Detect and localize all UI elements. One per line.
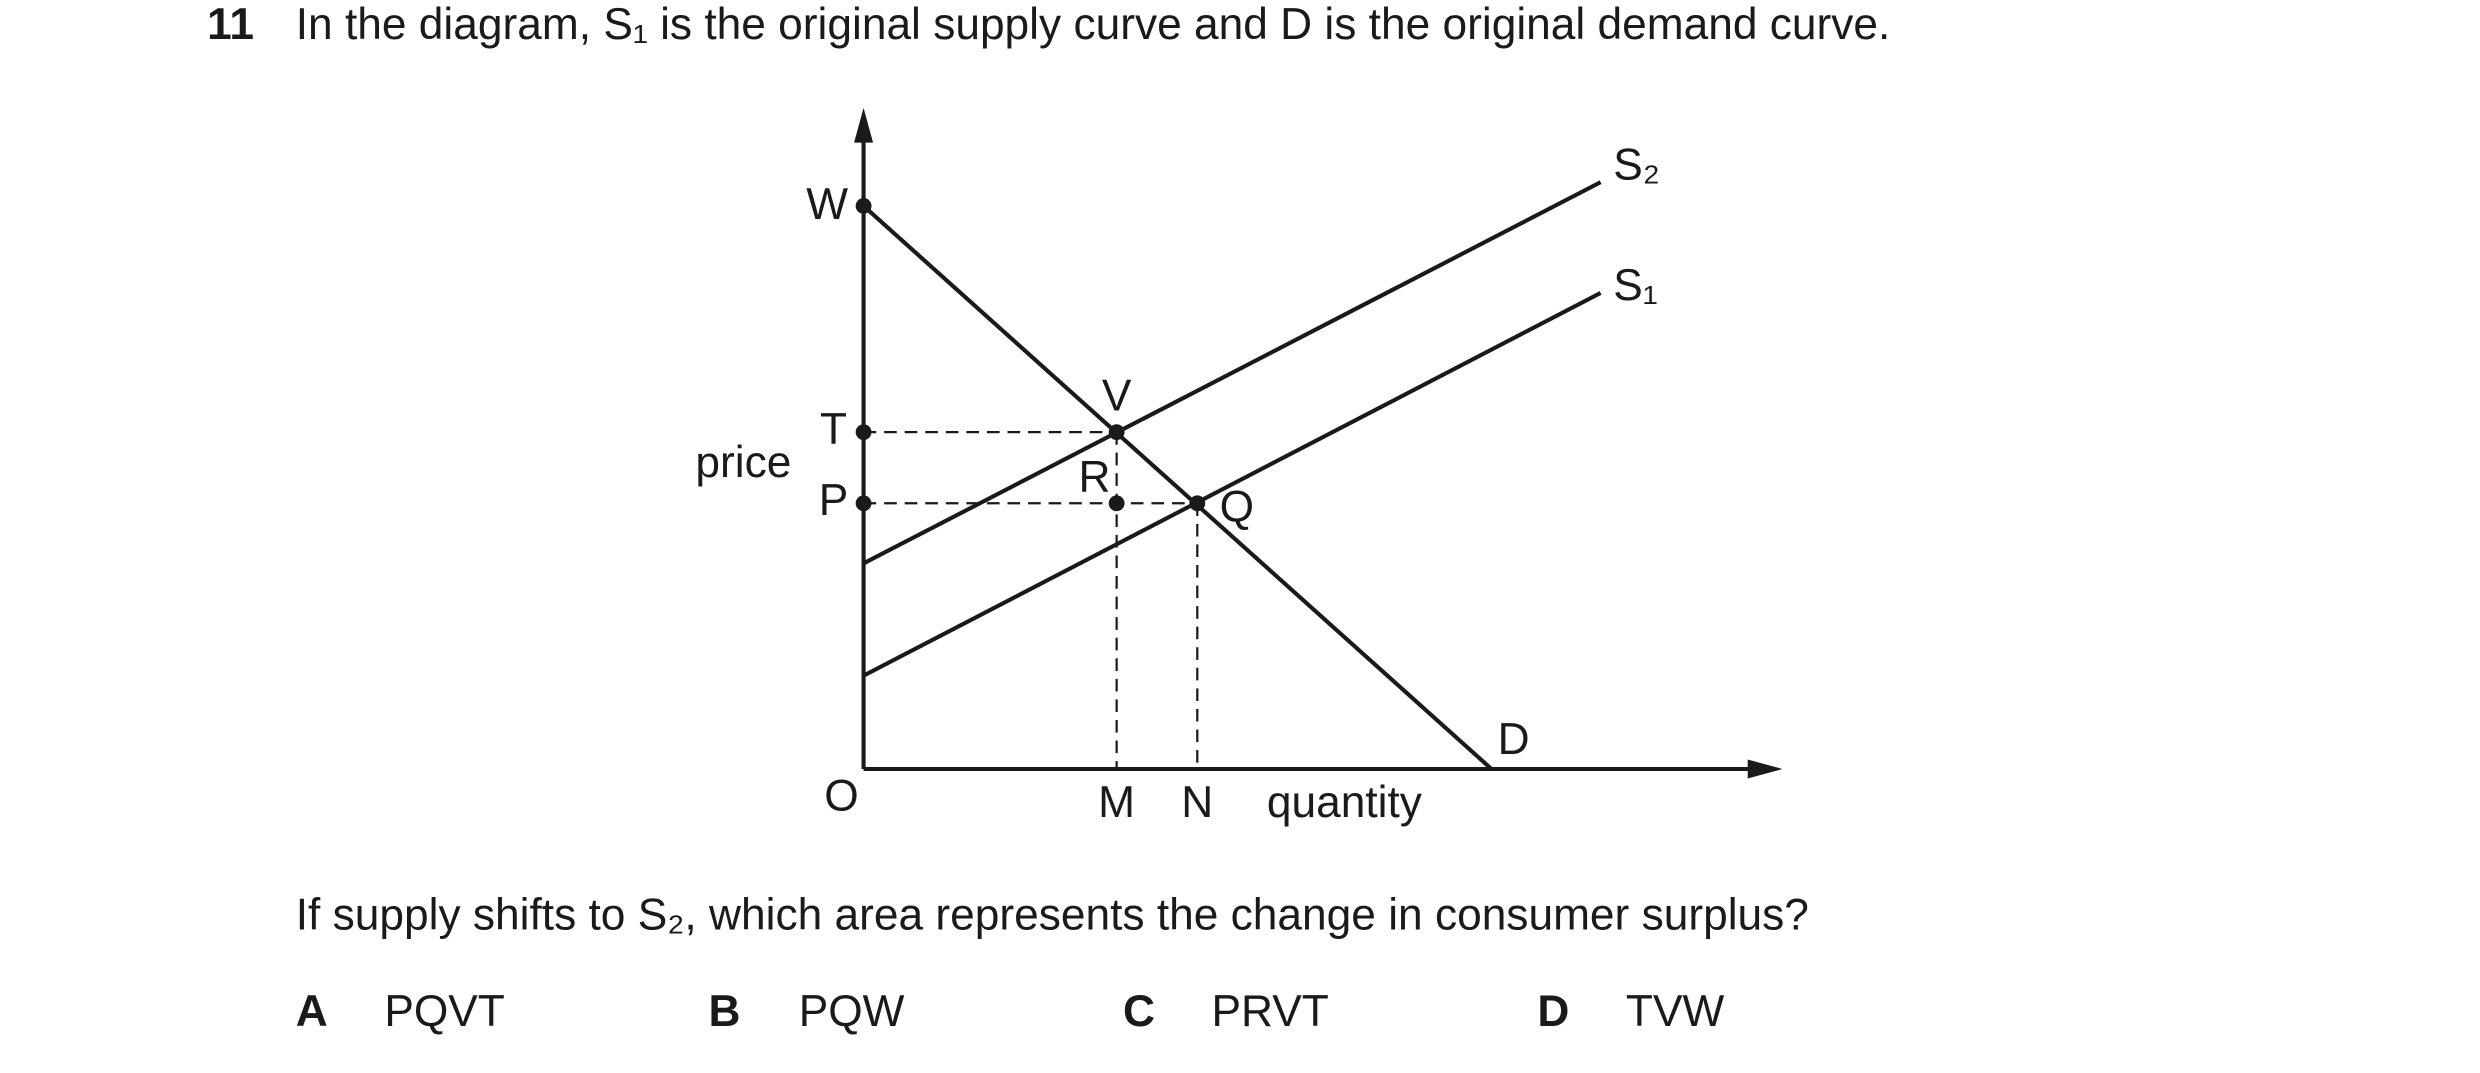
curve-label: D xyxy=(1498,715,1530,764)
option-text: PQW xyxy=(799,987,905,1036)
point xyxy=(855,495,872,512)
point-label: M xyxy=(1098,778,1135,827)
question-number: 11 xyxy=(207,0,254,49)
point-label: Q xyxy=(1220,482,1254,531)
point xyxy=(1108,424,1125,441)
points xyxy=(855,198,1206,512)
diagram: price quantity W T P V R Q O M N D S₂ S₁ xyxy=(695,107,1783,827)
x-arrow xyxy=(1747,759,1783,779)
point-label: W xyxy=(806,180,848,229)
option-letter: D xyxy=(1537,987,1569,1036)
origin-label: O xyxy=(824,772,858,821)
option-text: PRVT xyxy=(1212,987,1329,1036)
supply-s1-line xyxy=(862,291,1602,678)
option-text: TVW xyxy=(1626,987,1725,1036)
point-label: V xyxy=(1102,372,1132,421)
option-letter: A xyxy=(296,987,328,1036)
curve-label: S₁ xyxy=(1613,261,1657,310)
point-label: R xyxy=(1079,452,1111,501)
options: A PQVT B PQW C PRVT D TVW xyxy=(296,987,1725,1036)
option-text: PQVT xyxy=(384,987,505,1036)
point-label: T xyxy=(820,405,847,454)
option-letter: C xyxy=(1123,987,1155,1036)
point-label: P xyxy=(819,476,849,525)
point xyxy=(1108,495,1125,512)
point xyxy=(855,198,872,214)
demand-line xyxy=(862,204,1493,771)
point xyxy=(1189,495,1206,512)
question-prompt: If supply shifts to S₂, which area repre… xyxy=(296,890,1809,939)
x-axis-label: quantity xyxy=(1267,778,1423,827)
y-axis-label: price xyxy=(695,438,791,487)
point xyxy=(855,424,872,441)
curve-label: S₂ xyxy=(1613,141,1660,190)
supply-s2-line xyxy=(862,180,1602,566)
question-stem: In the diagram, S₁ is the original suppl… xyxy=(296,0,1891,49)
option-letter: B xyxy=(709,987,741,1036)
point-label: N xyxy=(1181,778,1213,827)
y-arrow xyxy=(854,107,874,143)
